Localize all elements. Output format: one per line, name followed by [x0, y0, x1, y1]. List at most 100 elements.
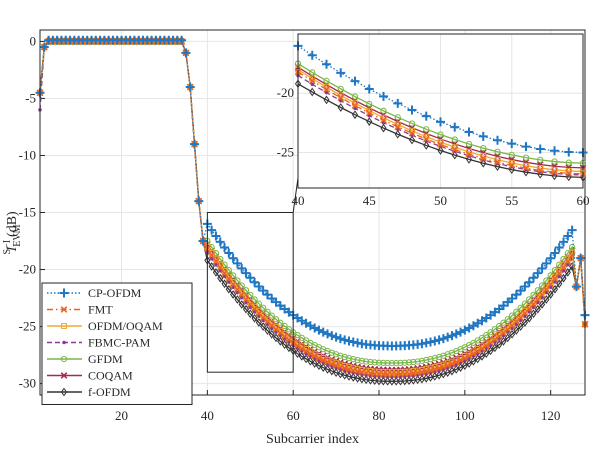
- inset-data-point: [551, 168, 558, 176]
- data-point: [523, 314, 527, 318]
- y-axis-label-sub: EVM: [12, 224, 23, 246]
- data-point: [268, 312, 275, 319]
- data-point: [537, 263, 547, 273]
- data-point: [478, 334, 486, 341]
- data-point: [551, 284, 559, 294]
- data-point: [461, 354, 469, 362]
- legend-entry: CP-OFDM: [47, 286, 142, 300]
- data-point: [543, 295, 550, 304]
- data-point: [470, 356, 477, 366]
- data-point: [354, 373, 361, 383]
- data-point: [212, 268, 220, 277]
- data-point: [358, 374, 365, 384]
- inset-data-point: [522, 164, 530, 172]
- data-point: [487, 339, 494, 347]
- data-point: [232, 258, 242, 268]
- data-point: [228, 253, 238, 263]
- inset-data-point: [535, 144, 545, 154]
- inset-x-tick-label: 55: [505, 193, 518, 208]
- x-tick-label: 100: [455, 408, 475, 423]
- inset-data-point: [309, 69, 316, 76]
- data-point: [457, 356, 464, 364]
- data-point: [229, 280, 237, 288]
- data-point: [527, 310, 531, 314]
- data-point: [221, 261, 228, 268]
- x-tick-label: 20: [115, 408, 128, 423]
- data-point: [371, 376, 378, 386]
- legend-entry: OFDM/OQAM: [47, 319, 163, 333]
- data-point: [208, 262, 215, 271]
- inset-data-point: [493, 135, 502, 145]
- data-point: [566, 263, 570, 267]
- inset-data-point: [366, 100, 373, 107]
- inset-data-point: [464, 127, 474, 137]
- data-point: [285, 343, 292, 353]
- inset-data-point: [394, 129, 401, 139]
- data-point: [576, 253, 586, 263]
- legend-label: COQAM: [88, 369, 133, 383]
- inset-data-point: [451, 150, 458, 160]
- data-point: [569, 244, 576, 251]
- main-series: [35, 35, 590, 386]
- data-point: [245, 273, 255, 283]
- data-point: [427, 356, 434, 363]
- inset-data-point: [337, 85, 344, 92]
- data-point: [337, 352, 344, 359]
- y-axis-label: IEVMS−I (dB): [2, 211, 23, 255]
- data-point: [323, 329, 333, 339]
- inset-data-point: [380, 123, 387, 133]
- data-point: [229, 272, 237, 279]
- inset-data-point: [336, 68, 346, 78]
- data-point: [410, 358, 417, 366]
- data-point: [547, 272, 554, 279]
- inset-data-point: [550, 146, 559, 156]
- inset-series-line: [297, 74, 584, 176]
- data-point: [341, 370, 348, 380]
- data-point: [452, 358, 460, 366]
- data-point: [217, 273, 224, 283]
- data-point: [332, 362, 340, 369]
- data-point: [430, 336, 440, 346]
- y-tick-label: 0: [30, 33, 37, 48]
- data-point: [264, 308, 271, 315]
- data-point: [504, 316, 511, 323]
- data-point: [239, 295, 244, 300]
- data-point: [487, 346, 494, 356]
- data-point: [215, 237, 225, 247]
- inset-data-point: [437, 131, 444, 138]
- data-point: [363, 358, 370, 365]
- legend: CP-OFDM FMT OFDM/OQAM FBMC-PAM GFDM COQAM f-OF…: [41, 282, 193, 405]
- x-tick-label: 40: [201, 408, 214, 423]
- data-point: [221, 279, 228, 289]
- data-point: [350, 356, 357, 363]
- data-point: [208, 251, 215, 259]
- data-point: [340, 335, 350, 345]
- data-point: [212, 258, 220, 265]
- inset-data-point: [408, 129, 416, 137]
- y-axis-label-unit: (dB): [5, 211, 20, 237]
- data-point: [315, 361, 322, 370]
- data-point: [516, 286, 526, 296]
- data-point: [426, 337, 436, 347]
- inset-data-point: [323, 77, 330, 84]
- inset-data-point: [508, 151, 515, 159]
- zoom-connector: [292, 177, 299, 213]
- data-point: [268, 329, 275, 339]
- data-point: [513, 326, 520, 335]
- inset-data-point: [521, 142, 531, 152]
- data-point: [534, 304, 541, 314]
- data-point: [335, 334, 345, 344]
- data-point: [225, 275, 233, 283]
- data-point: [324, 365, 331, 374]
- data-point: [556, 279, 563, 289]
- data-point: [331, 332, 341, 342]
- data-point: [388, 359, 396, 367]
- inset-data-point: [465, 145, 473, 152]
- legend-label: CP-OFDM: [88, 286, 142, 300]
- y-axis-label-sup: S−I: [2, 240, 13, 255]
- data-point: [540, 295, 544, 300]
- data-point: [491, 343, 498, 353]
- data-point: [294, 342, 301, 350]
- data-point: [294, 349, 301, 359]
- legend-entry: FBMC-PAM: [47, 336, 151, 350]
